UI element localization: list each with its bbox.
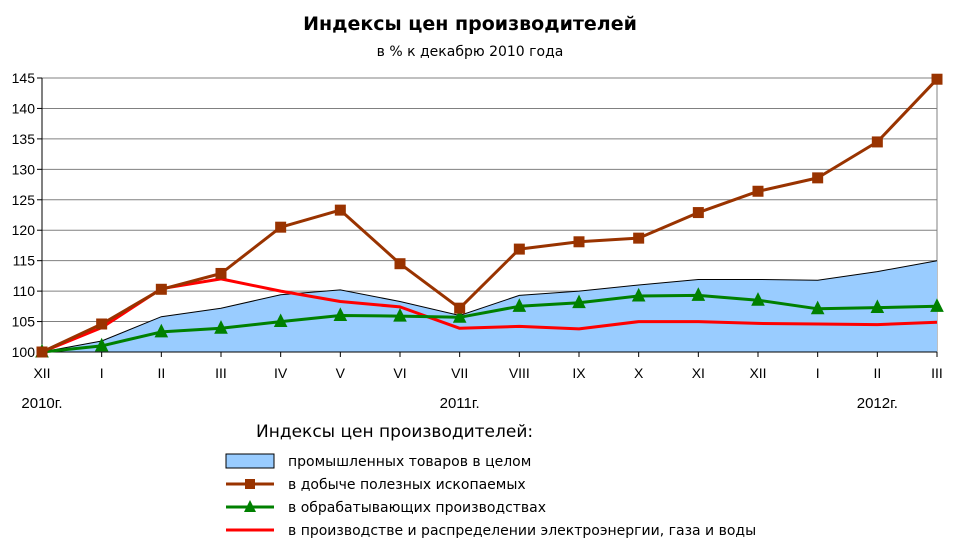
y-tick-label: 145 [12,70,36,86]
legend-marker-square [245,479,255,489]
data-point-square [871,136,883,148]
y-tick-label: 140 [12,100,36,116]
data-point-square [692,207,704,219]
data-point-square [334,204,346,216]
y-tick-label: 130 [12,161,36,177]
data-point-triangle [273,313,288,328]
x-tick-label: I [816,365,820,381]
data-point-triangle [452,309,467,323]
x-tick-label: XII [749,365,766,381]
x-axis-ticks: XII I II III IV V VI VII VIII IX X XI XII I II III [33,365,942,381]
legend: промышленных товаров в целом в добыче пол… [225,453,756,539]
year-label: 2011г. [440,395,480,412]
data-point-triangle [154,323,169,338]
legend-label: в обрабатывающих производствах [288,500,546,516]
legend-label: промышленных товаров в целом [288,454,531,470]
data-point-square [931,73,943,85]
area-series [41,260,938,353]
data-point-square [812,172,824,184]
data-point-square [573,236,585,248]
area-series-edge [41,260,938,353]
data-point-triangle [930,298,944,312]
data-point-square [275,221,287,233]
data-point-triangle [691,287,706,301]
x-tick-label: XI [692,365,705,381]
data-point-triangle [94,337,109,352]
legend-label: в производстве и распределении электроэн… [288,523,756,539]
year-labels: 2010г. 2011г. 2012г. [21,395,898,412]
legend-swatch-area [225,453,275,469]
x-tick-label: V [336,365,346,381]
x-tick-label: VI [393,365,406,381]
data-point-square [752,185,764,197]
x-tick-label: III [931,365,943,381]
legend-marker-triangle [244,500,256,512]
series-line-none [41,277,938,354]
x-tick-label: II [873,365,881,381]
x-tick-label: I [100,365,104,381]
year-label: 2010г. [21,395,62,412]
x-tick-label: IV [274,365,288,381]
data-point-triangle [572,294,586,309]
x-tick-label: VIII [509,365,530,381]
data-point-triangle [810,300,825,315]
y-tick-label: 105 [12,314,36,330]
data-point-triangle [631,287,646,302]
x-tick-label: VII [451,365,468,381]
x-tick-label: II [157,365,165,381]
legend-label: в добыче полезных ископаемых [288,477,526,493]
axes [37,77,938,357]
x-tick-label: IX [572,365,586,381]
data-point-triangle [512,298,527,312]
year-label: 2012г. [857,395,898,412]
x-tick-label: XII [33,365,50,381]
y-tick-label: 110 [13,283,36,299]
data-point-square [155,283,167,295]
line-series [35,73,944,358]
data-point-triangle [751,292,765,306]
data-point-square [96,318,108,330]
data-point-triangle [870,299,885,314]
y-tick-label: 120 [12,222,36,238]
y-axis-ticks: 100 105 110 115 120 125 130 135 140 145 [12,70,36,360]
data-point-triangle [214,320,228,334]
x-tick-label: X [634,365,644,381]
data-point-square [215,267,227,279]
data-point-square [633,232,645,244]
series-line-triangle [41,293,938,354]
x-tick-label: III [215,365,227,381]
area-series-fill [42,260,937,352]
data-point-square [394,258,406,270]
y-tick-label: 115 [13,253,36,269]
data-point-square [36,346,48,358]
data-point-triangle [393,307,407,322]
chart-title: Индексы цен производителей [303,13,637,35]
data-point-square [454,302,466,314]
y-tick-label: 135 [12,131,36,147]
data-point-square [513,243,525,255]
y-tick-label: 100 [12,344,36,360]
y-tick-label: 125 [12,192,36,208]
legend-title: Индексы цен производителей: [256,422,533,442]
series-line-square [41,78,939,354]
data-point-triangle [333,307,348,321]
chart-subtitle: в % к декабрю 2010 года [377,44,564,60]
